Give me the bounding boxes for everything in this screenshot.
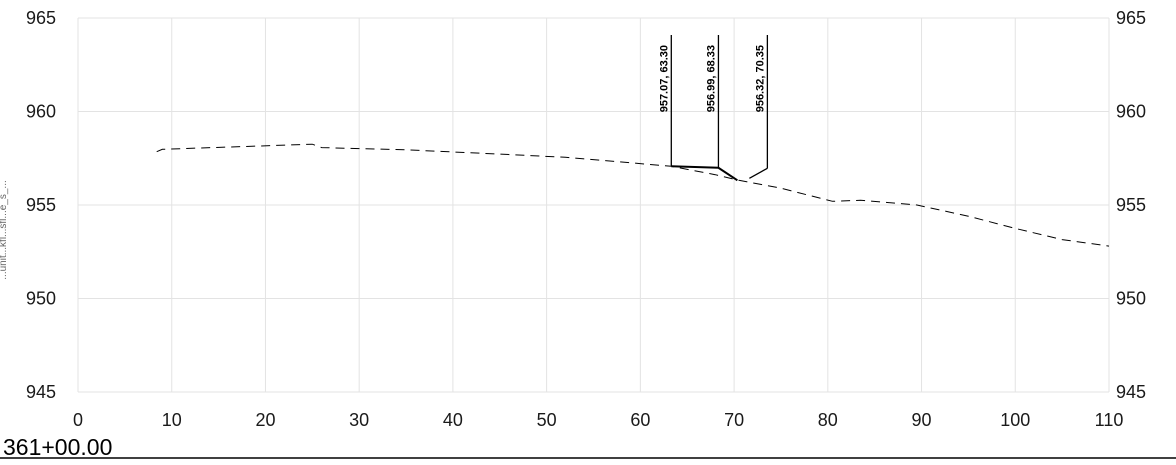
- x-tick-label: 30: [349, 410, 369, 430]
- x-tick-label: 60: [630, 410, 650, 430]
- ground-profile-line: [156, 143, 1110, 247]
- x-tick-label: 100: [1000, 410, 1030, 430]
- annotations: 957.07, 63.30 956.99, 68.33 956.32, 70.35: [658, 35, 769, 179]
- x-tick-label: 50: [537, 410, 557, 430]
- y-tick-label-right: 965: [1116, 8, 1146, 28]
- annotation-label: 957.07, 63.30: [658, 45, 670, 112]
- x-tick-label: 40: [443, 410, 463, 430]
- annotation-leader: [749, 167, 768, 179]
- y-tick-label-right: 945: [1116, 382, 1146, 402]
- x-tick-label: 20: [255, 410, 275, 430]
- y-tick-label-left: 960: [26, 102, 56, 122]
- design-profile-line: [671, 165, 738, 182]
- y-tick-label-left: 945: [26, 382, 56, 402]
- x-tick-label: 80: [818, 410, 838, 430]
- annotation-label: 956.99, 68.33: [705, 45, 717, 112]
- annotation-label: 956.32, 70.35: [754, 45, 766, 112]
- y-tick-label-right: 955: [1116, 195, 1146, 215]
- y-tick-label-right: 950: [1116, 289, 1146, 309]
- x-tick-label: 10: [162, 410, 182, 430]
- y-tick-label-left: 950: [26, 289, 56, 309]
- x-tick-label: 0: [73, 410, 83, 430]
- station-label: 361+00.00: [3, 434, 112, 460]
- y-tick-label-right: 960: [1116, 102, 1146, 122]
- tick-labels: 0 10 20 30 40 50 60 70 80 90 100 110 945 945 950 950 955…: [26, 8, 1146, 430]
- y-tick-label-left: 955: [26, 195, 56, 215]
- x-tick-label: 70: [724, 410, 744, 430]
- x-tick-label: 110: [1095, 410, 1124, 430]
- series-lines: [156, 143, 1110, 247]
- grid: [77, 17, 1110, 393]
- y-tick-label-left: 965: [26, 8, 56, 28]
- x-tick-label: 90: [912, 410, 932, 430]
- side-label: ...unit...kfl...sfl...e_s_...: [0, 180, 9, 279]
